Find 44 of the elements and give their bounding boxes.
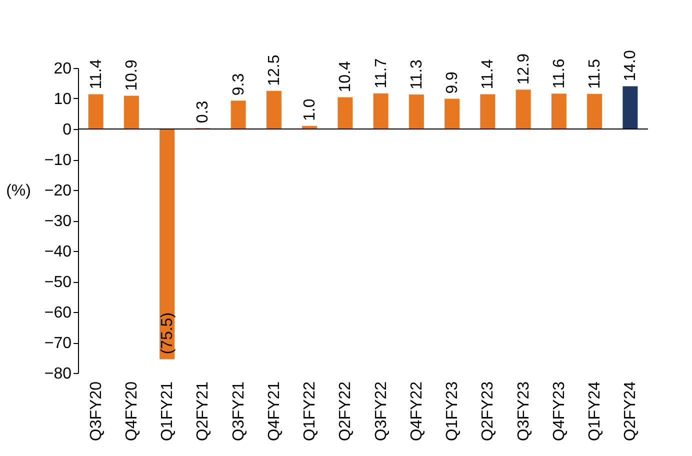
data-label: 10.9 bbox=[123, 60, 140, 91]
data-label: 14.0 bbox=[622, 50, 640, 82]
data-label: 11.7 bbox=[372, 58, 390, 88]
y-tick-label: −30 bbox=[44, 213, 72, 230]
data-label: (75.5) bbox=[159, 312, 176, 354]
x-tick-label: Q2FY21 bbox=[194, 381, 212, 442]
y-tick-label: −80 bbox=[44, 366, 72, 382]
x-tick-label: Q2FY22 bbox=[337, 381, 354, 442]
x-tick-label: Q3FY22 bbox=[372, 381, 390, 442]
x-tick-label: Q1FY23 bbox=[444, 381, 462, 442]
data-label: 11.5 bbox=[586, 58, 604, 89]
x-tick-label: Q3FY23 bbox=[515, 381, 532, 442]
y-tick-label: −70 bbox=[44, 335, 72, 352]
data-label: 12.5 bbox=[266, 54, 283, 86]
x-tick-label: Q4FY23 bbox=[550, 381, 568, 442]
data-label: 11.4 bbox=[480, 59, 497, 90]
y-axis-title: (%) bbox=[6, 182, 31, 200]
data-label: 10.4 bbox=[337, 61, 354, 92]
data-label: 1.0 bbox=[302, 98, 319, 121]
y-tick-label: 20 bbox=[54, 60, 72, 78]
x-tick-label: Q2FY23 bbox=[480, 381, 497, 442]
y-tick-label: −50 bbox=[44, 274, 72, 291]
y-tick-label: 10 bbox=[54, 91, 72, 108]
x-tick-label: Q4FY21 bbox=[266, 381, 283, 442]
x-tick-label: Q2FY24 bbox=[622, 381, 640, 442]
data-label: 11.6 bbox=[550, 58, 568, 89]
data-label: 11.4 bbox=[88, 59, 105, 90]
data-label: 12.9 bbox=[515, 53, 532, 85]
data-label: 9.3 bbox=[230, 73, 248, 96]
y-tick-label: −40 bbox=[44, 244, 72, 260]
x-tick-label: Q4FY20 bbox=[123, 381, 140, 442]
y-tick-label: −10 bbox=[44, 152, 72, 169]
x-tick-label: Q3FY21 bbox=[230, 381, 248, 442]
y-tick-label: −20 bbox=[44, 182, 72, 200]
x-tick-label: Q1FY21 bbox=[159, 381, 176, 442]
y-tick-label: −60 bbox=[44, 304, 72, 322]
x-tick-label: Q3FY20 bbox=[88, 381, 105, 442]
x-tick-label: Q1FY24 bbox=[586, 381, 604, 442]
y-tick-label: 0 bbox=[62, 122, 72, 138]
data-label: 0.3 bbox=[194, 100, 212, 124]
data-label: 11.3 bbox=[408, 59, 426, 90]
x-tick-label: Q4FY22 bbox=[408, 381, 426, 442]
data-label: 9.9 bbox=[444, 71, 462, 94]
x-tick-label: Q1FY22 bbox=[302, 381, 319, 442]
